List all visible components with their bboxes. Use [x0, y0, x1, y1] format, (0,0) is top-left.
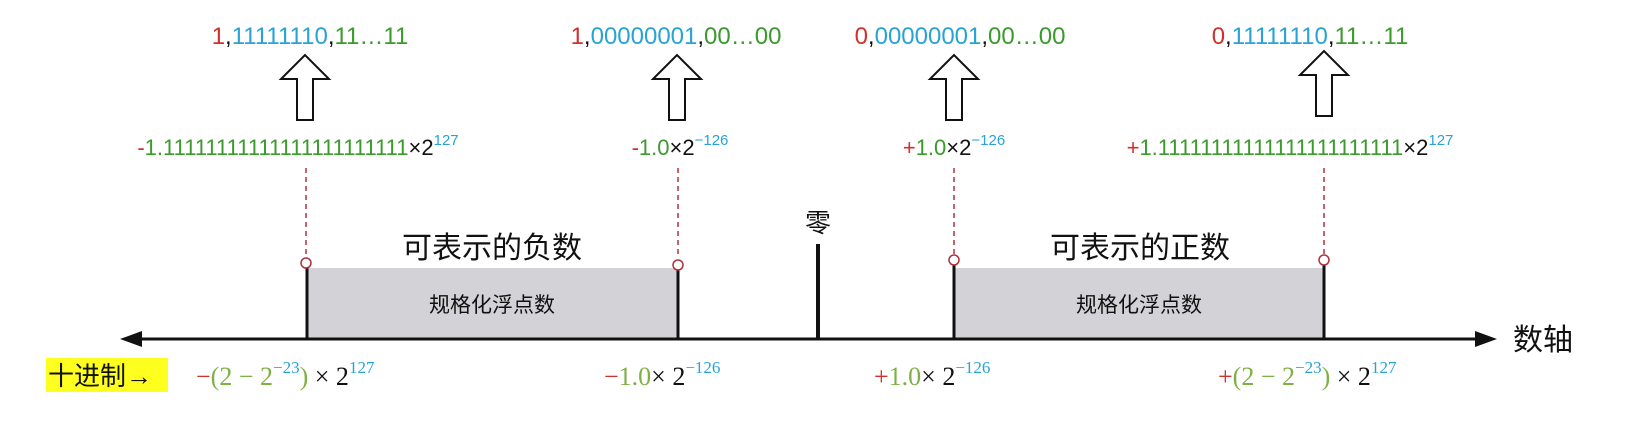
up-arrow-icon: [1297, 49, 1351, 117]
binary-value-1: -1.11111111111111111111111×2127: [137, 132, 458, 160]
open-endpoint-marker: [672, 259, 684, 271]
up-arrow-icon: [278, 53, 332, 121]
axis-left-arrowhead-icon: [120, 331, 142, 347]
negative-region-title: 可表示的负数: [402, 232, 582, 265]
open-endpoint-marker: [1318, 254, 1330, 266]
negative-region-inner-label: 规格化浮点数: [429, 294, 555, 317]
axis-label: 数轴: [1513, 324, 1573, 357]
binary-value-3: +1.0×2−126: [903, 132, 1005, 160]
binary-code-2: 1,00000001,00…00: [571, 23, 782, 50]
decimal-tag-highlight: [46, 358, 168, 392]
negative-normalized-region: [307, 268, 678, 338]
binary-code-1: 1,11111110,11…11: [212, 23, 409, 50]
positive-region-inner-label: 规格化浮点数: [1076, 294, 1202, 317]
decimal-tag: 十进制→: [48, 361, 152, 391]
positive-region-title: 可表示的正数: [1050, 232, 1230, 265]
decimal-value-2: −1.0× 2−126: [604, 358, 720, 391]
positive-normalized-region: [954, 268, 1324, 338]
zero-label: 零: [805, 208, 831, 238]
decimal-value-4: +(2 − 2−23) × 2127: [1218, 358, 1397, 391]
open-endpoint-marker: [300, 257, 312, 269]
binary-value-2: -1.0×2−126: [632, 132, 729, 160]
up-arrow-icon: [650, 53, 704, 121]
open-endpoint-marker: [948, 254, 960, 266]
binary-value-4: +1.11111111111111111111111×2127: [1127, 132, 1454, 160]
up-arrow-icon: [927, 53, 981, 121]
binary-code-4: 0,11111110,11…11: [1212, 23, 1409, 50]
binary-code-3: 0,00000001,00…00: [855, 23, 1066, 50]
decimal-value-1: −(2 − 2−23) × 2127: [196, 358, 375, 391]
axis-right-arrowhead-icon: [1475, 331, 1497, 347]
decimal-value-3: +1.0× 2−126: [874, 358, 990, 391]
